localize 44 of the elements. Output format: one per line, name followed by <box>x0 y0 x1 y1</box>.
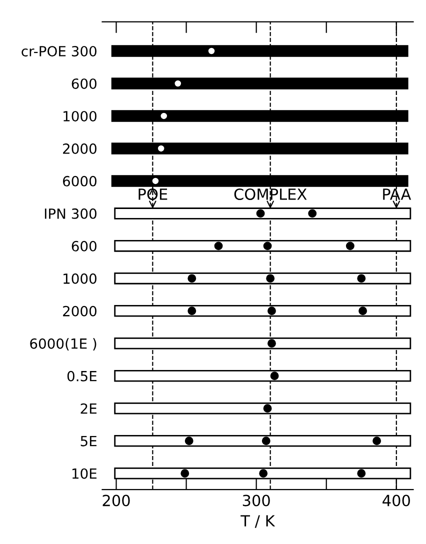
point <box>188 306 196 316</box>
y-tick-label: 1000 <box>64 110 96 122</box>
point <box>151 176 160 186</box>
y-tick-label: 5E <box>80 436 96 446</box>
y-tick-label: 2000 <box>63 306 96 316</box>
x-tick-label: 300 <box>242 494 270 506</box>
x-tick-label: 400 <box>382 494 410 506</box>
y-tick-label: 2E <box>80 403 96 414</box>
y-tick-label: IPN 300 <box>44 208 96 219</box>
point <box>308 209 317 218</box>
y-tick-label: 6000(1E ) <box>30 338 96 351</box>
point <box>270 372 279 380</box>
point <box>263 242 272 250</box>
y-tick-label: 600 <box>72 240 96 252</box>
y-tick-label: 2000 <box>63 143 96 154</box>
y-tick-label: 0.5E <box>67 370 96 382</box>
point <box>188 274 196 283</box>
point <box>256 209 265 218</box>
point <box>357 274 366 283</box>
point <box>268 339 276 348</box>
point <box>346 242 354 250</box>
point <box>180 469 190 478</box>
y-tick-label: 10E <box>72 468 96 479</box>
point <box>268 306 276 316</box>
point <box>184 436 194 446</box>
point <box>372 436 382 446</box>
point <box>207 46 216 56</box>
point <box>357 469 366 478</box>
annotation: POE <box>138 188 168 200</box>
point <box>358 306 368 316</box>
y-tick-label: 600 <box>72 78 96 89</box>
point <box>156 144 166 153</box>
point <box>263 404 272 413</box>
y-tick-label: cr-POE 300 <box>22 46 96 56</box>
x-tick-label: 200 <box>102 494 130 506</box>
point <box>266 274 275 283</box>
point <box>262 436 270 446</box>
x-axis-title: T / K <box>240 515 276 528</box>
point <box>259 469 268 478</box>
annotation: COMPLEX <box>234 188 307 200</box>
y-tick-label: 6000 <box>63 176 96 186</box>
point <box>214 242 223 250</box>
annotation: PAA <box>383 188 412 200</box>
y-tick-label: 1000 <box>64 273 96 284</box>
